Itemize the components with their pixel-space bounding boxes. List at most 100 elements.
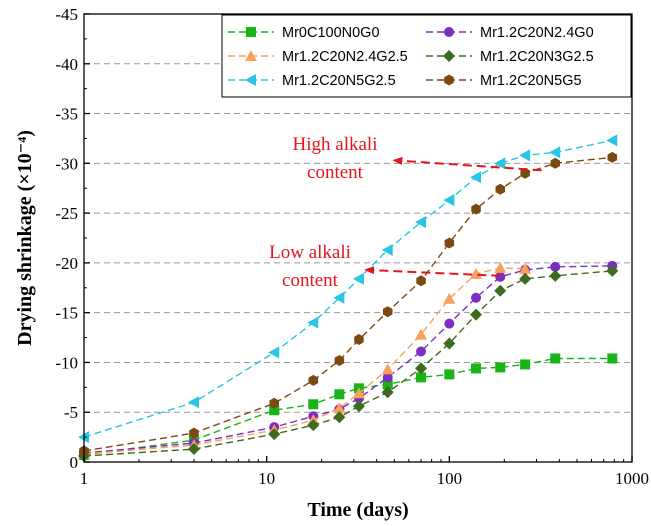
legend-marker	[245, 74, 256, 86]
data-point	[606, 134, 618, 147]
data-point	[494, 157, 506, 170]
series-Mr1.2C20N5G5	[79, 151, 618, 457]
y-tick-label: 0	[70, 453, 79, 472]
series-layer	[78, 134, 619, 463]
series-line	[83, 139, 613, 438]
data-point	[471, 203, 481, 215]
data-point	[550, 353, 561, 364]
y-tick-label: -25	[55, 204, 78, 223]
y-tick-label: -40	[55, 55, 78, 74]
y-tick-label: -20	[55, 254, 78, 273]
data-point	[308, 399, 319, 410]
y-tick-label: -10	[55, 353, 78, 372]
data-point	[550, 261, 561, 272]
series-line	[83, 265, 613, 454]
y-tick-label: -35	[55, 105, 78, 124]
data-point	[352, 272, 364, 285]
legend-label: Mr1.2C20N2.4G2.5	[282, 49, 408, 65]
data-point	[352, 387, 365, 399]
data-point	[444, 318, 455, 329]
data-point	[471, 363, 482, 374]
legend-item: Mr1.2C20N5G5	[426, 73, 582, 89]
series-Mr1.2C20N2.4G2.5	[78, 261, 532, 460]
series-line	[83, 267, 526, 455]
series-Mr0C100N0G0	[79, 353, 618, 461]
data-point	[383, 306, 393, 318]
y-tick-label: -45	[55, 5, 78, 24]
data-point	[269, 405, 280, 416]
data-point	[416, 275, 426, 287]
data-point	[268, 428, 281, 441]
data-point	[607, 151, 618, 163]
data-point	[495, 362, 506, 373]
annotation: High alkali content	[293, 134, 542, 183]
legend-item: Mr0C100N0G0	[228, 25, 380, 41]
data-point	[333, 411, 346, 424]
data-point	[354, 334, 364, 345]
data-point	[520, 167, 530, 179]
annotation-arrow	[364, 266, 501, 277]
data-point	[334, 355, 345, 366]
y-tick-label: -30	[55, 154, 78, 173]
legend-marker	[246, 27, 256, 37]
data-point	[443, 337, 456, 350]
data-point	[495, 183, 505, 195]
data-point	[443, 194, 455, 207]
data-point	[381, 243, 393, 256]
data-point	[268, 346, 280, 359]
annotation: Low alkali content	[269, 242, 501, 291]
y-tick-label: -15	[55, 304, 78, 323]
data-point	[307, 316, 319, 329]
data-point	[416, 372, 427, 383]
data-point	[470, 171, 482, 184]
data-point	[606, 264, 619, 277]
series-line	[83, 156, 613, 452]
annotation-arrow	[392, 156, 542, 172]
data-point	[307, 419, 320, 432]
data-point	[308, 374, 319, 386]
data-point	[381, 386, 394, 399]
legend: Mr0C100N0G0 Mr1.2C20N2.4G0 Mr1.2C20N2.4G2.…	[221, 14, 632, 98]
data-point	[519, 149, 531, 162]
series-line	[83, 357, 613, 456]
legend-label: Mr1.2C20N3G2.5	[480, 49, 594, 65]
data-point	[333, 402, 346, 414]
data-point	[187, 443, 200, 456]
data-point	[520, 359, 531, 370]
y-axis-title: Drying shrinkage (×10⁻⁴)	[14, 130, 36, 346]
data-point	[470, 267, 483, 279]
data-point	[444, 237, 455, 249]
data-point	[189, 427, 199, 439]
legend-marker	[245, 50, 257, 61]
data-point	[549, 146, 561, 159]
data-point	[333, 291, 345, 304]
data-point	[519, 272, 532, 285]
legend-item: Mr1.2C20N2.4G2.5	[228, 49, 408, 65]
legend-item: Mr1.2C20N2.4G0	[426, 25, 594, 41]
series-line	[83, 270, 613, 457]
data-point	[470, 308, 483, 321]
data-point	[382, 379, 393, 390]
data-point	[495, 271, 506, 282]
data-point	[187, 396, 199, 409]
x-tick-label: 1	[80, 469, 89, 488]
data-point	[416, 346, 427, 357]
data-point	[352, 400, 365, 413]
legend-item: Mr1.2C20N5G2.5	[228, 73, 396, 89]
data-point	[443, 292, 456, 304]
data-point	[415, 216, 427, 229]
legend-marker	[444, 27, 454, 37]
legend-label: Mr1.2C20N5G2.5	[282, 73, 396, 89]
data-point	[415, 328, 428, 340]
data-point	[494, 261, 507, 273]
axis-ticks: 0 -5 -10 -15 -20 -25 -30 -35 -40 -45 1 10 100 1000	[55, 5, 649, 488]
series-Mr1.2C20N2.4G0	[79, 260, 618, 459]
series-Mr1.2C20N3G2.5	[78, 264, 619, 463]
legend-label: Mr1.2C20N5G5	[480, 73, 582, 89]
x-tick-label: 1000	[615, 469, 649, 488]
annotation-label: High alkali	[293, 134, 378, 155]
data-point	[381, 363, 394, 375]
data-point	[334, 389, 345, 400]
data-point	[382, 372, 393, 383]
